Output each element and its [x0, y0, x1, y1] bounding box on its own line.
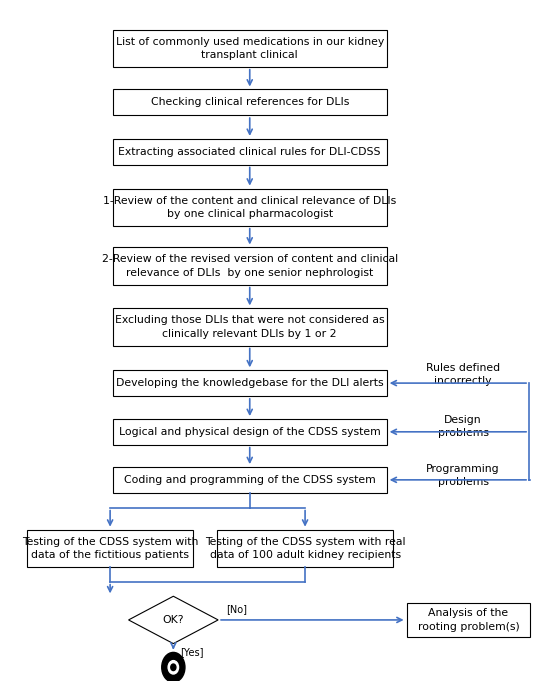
FancyBboxPatch shape [406, 603, 530, 637]
FancyBboxPatch shape [113, 247, 386, 285]
Text: Design
problems: Design problems [438, 415, 489, 438]
Text: List of commonly used medications in our kidney
transplant clinical: List of commonly used medications in our… [116, 36, 384, 60]
FancyBboxPatch shape [113, 308, 386, 345]
Text: Excluding those DLIs that were not considered as
clinically relevant DLIs by 1 o: Excluding those DLIs that were not consi… [115, 315, 384, 338]
FancyBboxPatch shape [217, 530, 393, 566]
FancyBboxPatch shape [113, 467, 386, 493]
FancyBboxPatch shape [113, 371, 386, 396]
Circle shape [171, 664, 176, 671]
Text: 2-Review of the revised version of content and clinical
relevance of DLIs  by on: 2-Review of the revised version of conte… [102, 254, 398, 277]
Text: Coding and programming of the CDSS system: Coding and programming of the CDSS syste… [124, 475, 376, 485]
FancyBboxPatch shape [113, 188, 386, 226]
FancyBboxPatch shape [113, 139, 386, 164]
FancyBboxPatch shape [113, 419, 386, 445]
Text: Testing of the CDSS system with real
data of 100 adult kidney recipients: Testing of the CDSS system with real dat… [205, 536, 405, 560]
Circle shape [162, 652, 185, 682]
FancyBboxPatch shape [113, 29, 386, 66]
Text: OK?: OK? [163, 615, 184, 625]
Text: 1-Review of the content and clinical relevance of DLIs
by one clinical pharmacol: 1-Review of the content and clinical rel… [103, 195, 396, 219]
Text: Testing of the CDSS system with
data of the fictitious patients: Testing of the CDSS system with data of … [22, 536, 198, 560]
Text: [No]: [No] [226, 605, 247, 614]
Text: Developing the knowledgebase for the DLI alerts: Developing the knowledgebase for the DLI… [116, 378, 384, 388]
FancyBboxPatch shape [27, 530, 193, 566]
Text: Checking clinical references for DLIs: Checking clinical references for DLIs [150, 97, 349, 108]
Text: Analysis of the
rooting problem(s): Analysis of the rooting problem(s) [418, 608, 519, 632]
Text: Logical and physical design of the CDSS system: Logical and physical design of the CDSS … [119, 427, 380, 437]
Text: Extracting associated clinical rules for DLI-CDSS: Extracting associated clinical rules for… [119, 147, 381, 157]
FancyBboxPatch shape [113, 90, 386, 115]
Text: Rules defined
incorrectly: Rules defined incorrectly [426, 362, 500, 386]
Text: Programming
problems: Programming problems [427, 464, 500, 488]
Text: [Yes]: [Yes] [180, 647, 203, 657]
Circle shape [168, 660, 178, 674]
Polygon shape [128, 596, 218, 644]
